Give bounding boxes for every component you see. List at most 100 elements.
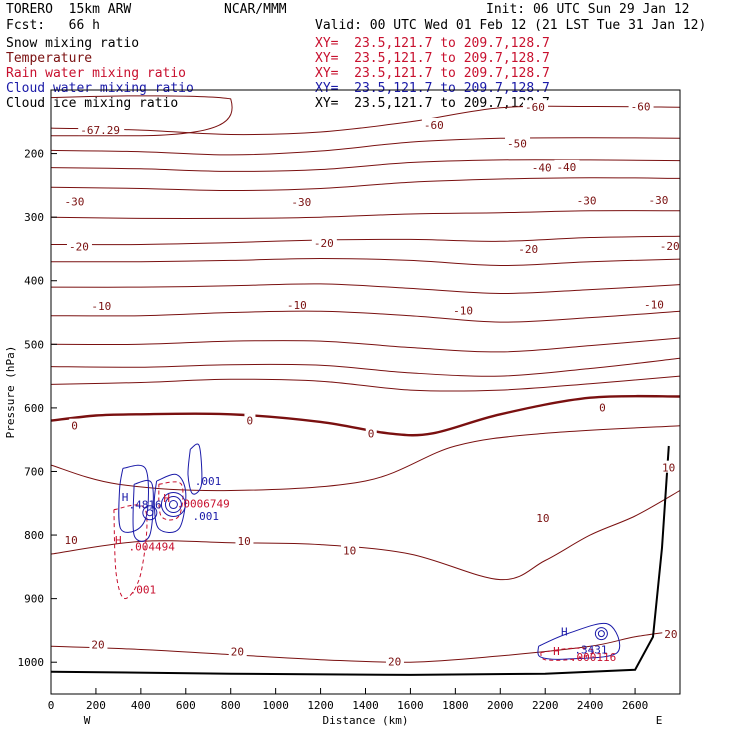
contour-label-bg: [646, 192, 672, 205]
x-axis-label: Distance (km): [322, 714, 408, 727]
model-title: TORERO 15km ARW: [6, 2, 132, 17]
forecast-hour: Fcst: 66 h: [6, 18, 100, 33]
contour-label: 10: [64, 534, 77, 547]
max-value-label: .0006749: [177, 497, 230, 510]
contour-label: -10: [644, 298, 664, 311]
x-tick-label: 2200: [532, 699, 559, 712]
temperature-contour-11: [50, 375, 681, 392]
hydrometeor-contour-2: [187, 443, 203, 495]
temperature-contour-1: [50, 137, 681, 156]
temperature-contour-13: [50, 425, 681, 492]
contour-label: 0: [599, 401, 606, 414]
temperature-contour-14: [50, 490, 681, 581]
contour-label-bg: [505, 136, 531, 149]
y-tick-label: 200: [24, 148, 44, 161]
west-label: W: [84, 714, 91, 727]
max-value-label: .4816: [129, 499, 162, 512]
hydrometeor-contour-6: [537, 622, 621, 660]
contour-label-bg: [628, 99, 654, 112]
x-tick-label: 1800: [442, 699, 469, 712]
contour-label: -30: [64, 195, 84, 208]
contour-label-bg: [597, 400, 609, 413]
contour-label: -60: [525, 101, 545, 114]
x-tick-label: 200: [86, 699, 106, 712]
x-tick-label: 600: [176, 699, 196, 712]
temperature-contour-8: [50, 310, 681, 323]
y-tick-label: 800: [24, 529, 44, 542]
legend-field-rain: Rain water mixing ratio: [6, 66, 187, 81]
contour-label: -10: [91, 300, 111, 313]
max-value-label: H: [122, 491, 129, 504]
x-tick-label: 800: [221, 699, 241, 712]
max-value-label: H: [163, 492, 170, 505]
contour-label-bg: [244, 413, 256, 426]
plot-border: [50, 89, 681, 695]
x-tick-label: 2000: [487, 699, 514, 712]
temperature-contour-5: [50, 235, 681, 246]
temperature-contour-4: [50, 210, 681, 220]
x-tick-label: 2400: [577, 699, 604, 712]
legend-field-cloud-ice: Cloud ice mixing ratio: [6, 96, 179, 111]
temperature-contour-7: [50, 283, 681, 295]
temperature-contour-6: [50, 257, 681, 267]
x-tick-label: 1600: [397, 699, 424, 712]
y-tick-label: 1000: [18, 656, 45, 669]
hydrometeor-contour-5: [158, 481, 184, 521]
contour-label: -40: [556, 161, 576, 174]
contour-label: -20: [660, 240, 680, 253]
legend-xy-temperature: XY= 23.5,121.7 to 209.7,128.7: [315, 51, 550, 66]
contour-label-bg: [522, 100, 548, 113]
contour-label: 0: [368, 427, 375, 440]
terrain-line: [50, 445, 670, 676]
max-value-label: .3431: [574, 643, 607, 656]
plot-frame: [50, 89, 681, 695]
contour-label-bg: [341, 543, 360, 556]
contour-label: -30: [577, 195, 597, 208]
hydrometeor-ring-3: [164, 496, 182, 514]
contour-label-bg: [66, 239, 92, 252]
contour-label-bg: [534, 510, 553, 523]
x-tick-label: 0: [48, 699, 55, 712]
contour-label-bg: [78, 123, 125, 136]
contour-label-bg: [385, 654, 404, 667]
contour-label-bg: [89, 637, 108, 650]
legend-field-cloud-water: Cloud water mixing ratio: [6, 81, 194, 96]
contour-label: -20: [69, 240, 89, 253]
temperature-contour-0: [50, 105, 681, 136]
contour-label-bg: [451, 303, 477, 316]
hydrometeor-contour-1: [153, 473, 187, 533]
max-value-label: H: [115, 534, 122, 547]
contour-labels: -67.29 -60 -60 -60 -50 -40 -40 -30 -30 -30 -30 -20 -…: [62, 99, 683, 669]
max-value-label: .004494: [129, 540, 176, 553]
contour-label-bg: [69, 418, 81, 431]
hydrometeor-contour-0: [118, 464, 149, 533]
contour-label-bg: [516, 241, 542, 254]
contour-label-bg: [529, 160, 555, 173]
max-value-label: .001: [193, 510, 220, 523]
hydrometeor-ring-1: [142, 505, 158, 521]
valid-time: Valid: 00 UTC Wed 01 Feb 12 (21 LST Tue …: [315, 18, 707, 33]
max-value-label: .000116: [570, 651, 616, 664]
max-value-label: H: [553, 645, 560, 658]
temperature-contour-3: [50, 177, 681, 192]
max-value-label: .001: [130, 584, 157, 597]
contour-label-bg: [657, 238, 683, 251]
contour-label-bg: [235, 533, 254, 546]
contour-label: -10: [453, 305, 473, 318]
contour-label-bg: [554, 159, 580, 172]
contour-label: -67.29: [80, 124, 120, 137]
contour-label: 20: [664, 628, 677, 641]
hydrometeor-contour-7: [540, 647, 596, 661]
hydrometeor-contour-3: [132, 479, 154, 542]
contour-label-bg: [660, 460, 679, 473]
legend-field-temperature: Temperature: [6, 51, 93, 66]
org-label: NCAR/MMM: [224, 2, 287, 17]
contour-label: 0: [246, 415, 253, 428]
max-value-label: .001: [195, 475, 222, 488]
contour-label-bg: [365, 426, 377, 439]
axes: 0 200 400 600 800 1000 1200 1400 1600 1800 2000 220…: [4, 148, 662, 727]
contour-label-bg: [62, 194, 88, 207]
x-tick-label: 1200: [307, 699, 334, 712]
contour-label: 20: [388, 656, 401, 669]
